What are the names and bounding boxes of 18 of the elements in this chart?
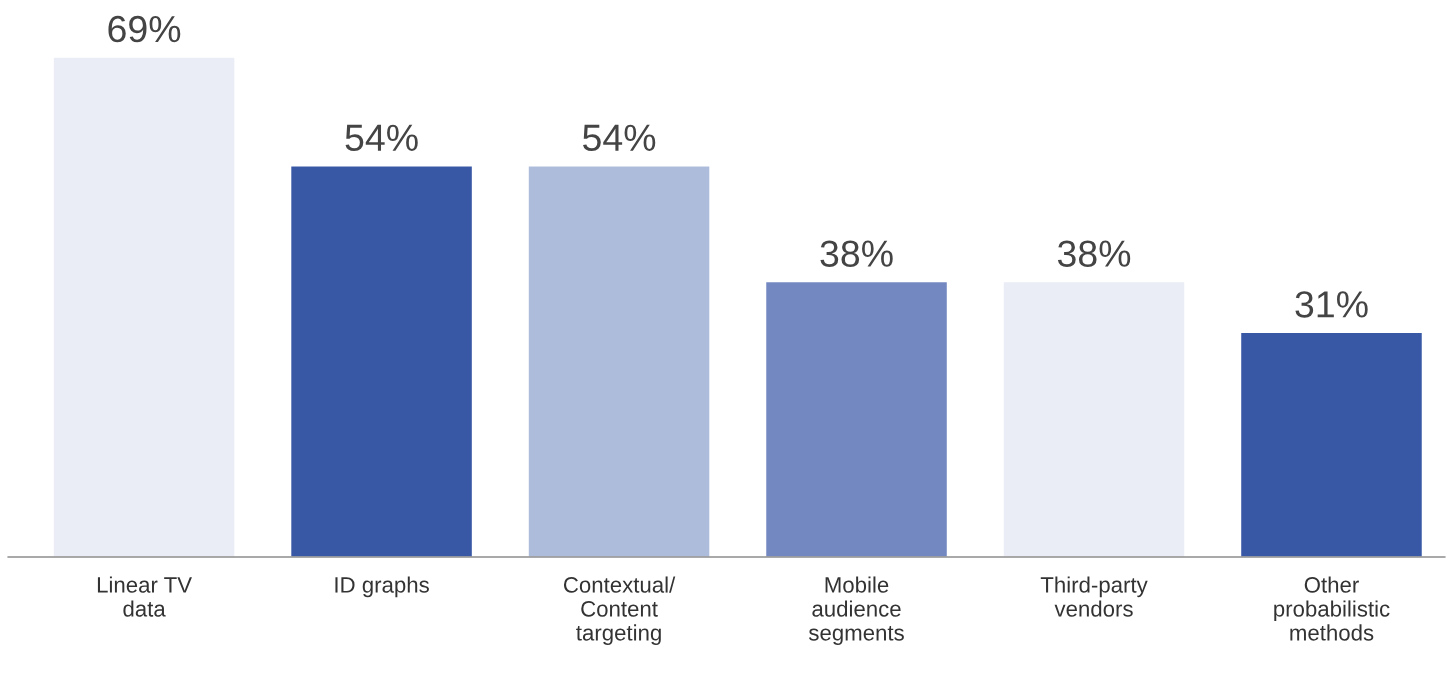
bar (527, 165, 711, 557)
bar (764, 280, 949, 557)
bar (1002, 280, 1186, 557)
x-tick-label: Mobile audience segments (808, 576, 904, 646)
data-label: 54% (583, 124, 656, 152)
data-label: 69% (108, 15, 181, 43)
bar (289, 165, 474, 557)
data-label: 38% (820, 240, 893, 267)
data-label: 31% (1295, 291, 1368, 318)
x-tick-label: Third-party vendors (1040, 576, 1148, 617)
bar (1239, 331, 1424, 557)
bar (52, 56, 236, 557)
x-tick-label: Linear TV data (97, 576, 192, 617)
data-label: 38% (1057, 240, 1131, 267)
x-tick-label: Other probabilistic methods (1274, 576, 1390, 641)
x-tick-label: Contextual/ Content targeting (563, 576, 676, 646)
x-tick-label: ID graphs (335, 576, 429, 598)
data-label: 54% (345, 124, 418, 152)
